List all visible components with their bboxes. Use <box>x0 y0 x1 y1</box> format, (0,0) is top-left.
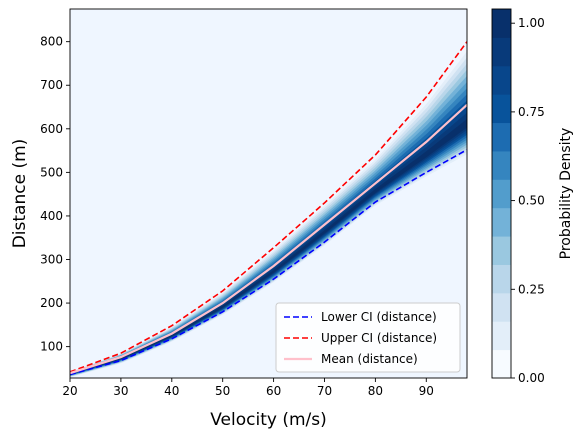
legend-label: Upper CI (distance) <box>321 331 437 345</box>
colorbar-tick-label: 0.25 <box>518 282 545 296</box>
colorbar-segment <box>492 37 511 67</box>
y-tick-label: 200 <box>40 296 63 310</box>
x-tick-label: 70 <box>317 384 332 398</box>
x-tick-label: 80 <box>368 384 383 398</box>
plot-frame <box>69 8 468 379</box>
y-tick-label: 600 <box>40 122 63 136</box>
y-tick-label: 400 <box>40 209 63 223</box>
colorbar-segment <box>492 349 511 379</box>
colorbar: 0.00 0.25 0.50 0.75 1.00 Probability Density <box>491 8 574 385</box>
series-line-lower-ci <box>70 149 467 376</box>
y-tick-label: 500 <box>40 165 63 179</box>
axes: 20 30 40 50 60 70 80 90 100 200 300 400 500 600 700 800… <box>10 8 468 430</box>
colorbar-segment <box>492 179 511 209</box>
x-tick-label: 90 <box>419 384 434 398</box>
colorbar-tick-label: 0.75 <box>518 105 545 119</box>
legend-label: Mean (distance) <box>321 352 418 366</box>
x-axis-label: Velocity (m/s) <box>210 410 327 430</box>
colorbar-segment <box>492 9 511 38</box>
colorbar-label: Probability Density <box>558 128 574 260</box>
colorbar-segment <box>492 150 511 180</box>
colorbar-segment <box>492 264 511 294</box>
colorbar-tick-label: 0.00 <box>518 371 545 385</box>
colorbar-segment <box>492 94 511 124</box>
x-tick-label: 60 <box>266 384 281 398</box>
y-tick-label: 800 <box>40 35 63 49</box>
x-tick-label: 30 <box>113 384 128 398</box>
x-tick-label: 40 <box>164 384 179 398</box>
colorbar-segment <box>492 207 511 237</box>
y-tick-label: 300 <box>40 253 63 267</box>
y-tick-label: 100 <box>40 340 63 354</box>
colorbar-segment <box>492 292 511 322</box>
legend-label: Lower CI (distance) <box>321 310 437 324</box>
colorbar-tick-label: 0.50 <box>518 194 545 208</box>
colorbar-segment <box>492 122 511 152</box>
colorbar-segment <box>492 65 511 95</box>
colorbar-segment <box>492 321 511 351</box>
colorbar-tick-label: 1.00 <box>518 16 545 30</box>
colorbar-frame <box>491 8 512 379</box>
x-tick-label: 50 <box>215 384 230 398</box>
x-tick-label: 20 <box>62 384 77 398</box>
y-axis-label: Distance (m) <box>10 139 30 249</box>
density-contours <box>70 41 467 378</box>
colorbar-segment <box>492 236 511 265</box>
y-tick-label: 700 <box>40 78 63 92</box>
legend-box <box>275 302 461 373</box>
legend: Lower CI (distance) Upper CI (distance) Me… <box>275 302 461 373</box>
series-line-upper-ci <box>70 41 467 373</box>
series-line-mean <box>70 103 467 375</box>
